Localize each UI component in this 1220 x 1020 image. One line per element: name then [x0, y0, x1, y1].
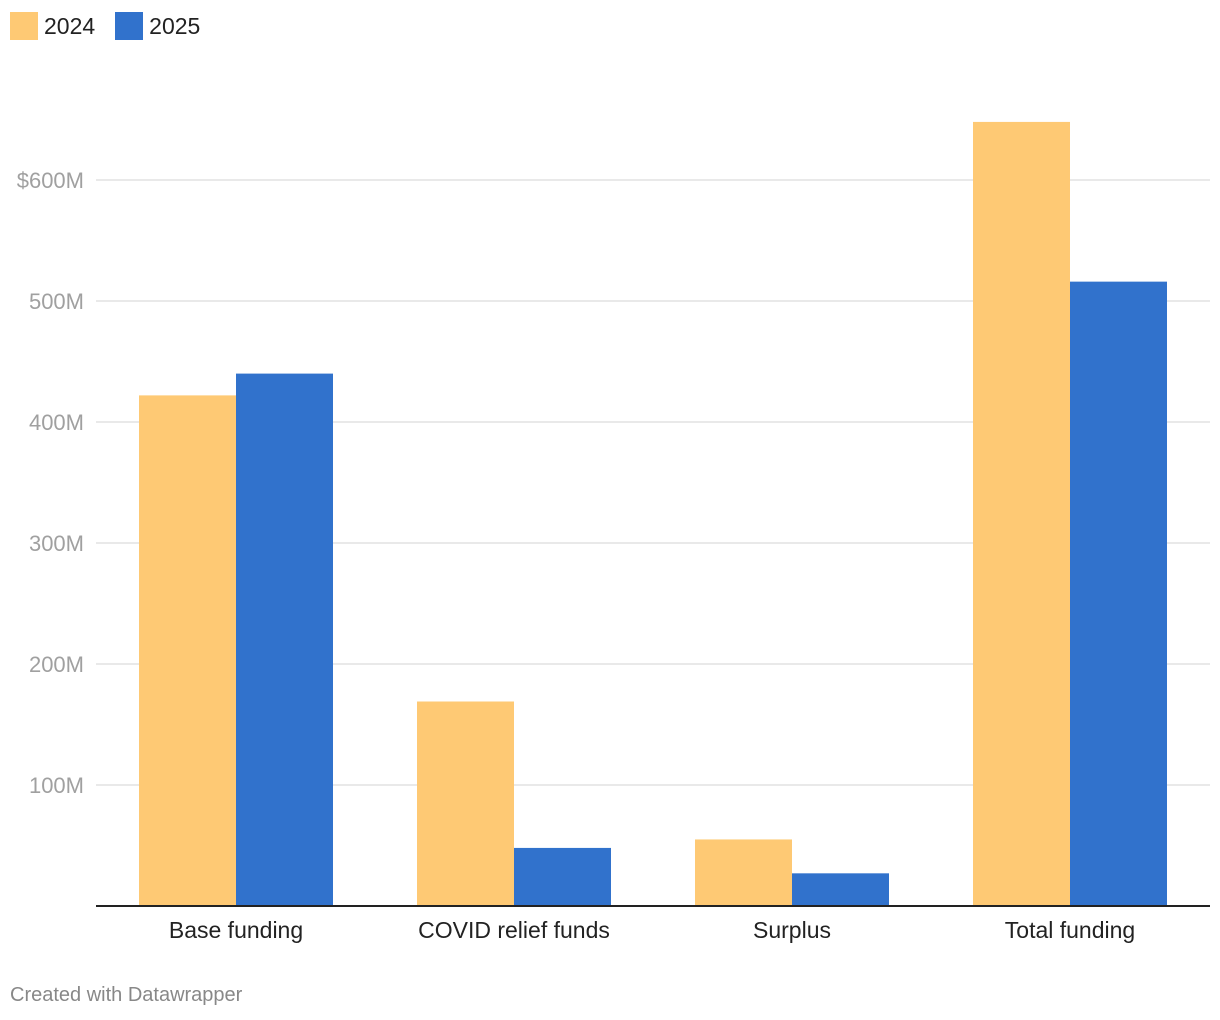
x-tick-label-covid-relief-funds: COVID relief funds — [418, 917, 610, 943]
legend-item-2025: 2025 — [115, 12, 200, 40]
bar-base-funding-2024 — [139, 395, 236, 906]
legend-swatch-2024 — [10, 12, 38, 40]
bar-covid-relief-funds-2024 — [417, 701, 514, 906]
x-tick-label-total-funding: Total funding — [1005, 917, 1135, 943]
bar-surplus-2025 — [792, 873, 889, 906]
legend-label-2024: 2024 — [44, 12, 96, 39]
bar-covid-relief-funds-2025 — [514, 847, 611, 906]
bar-total-funding-2024 — [973, 121, 1070, 907]
credit-text: Created with Datawrapper — [10, 984, 243, 1006]
y-tick-label-400: 400M — [29, 410, 84, 435]
y-tick-label-100: 100M — [29, 773, 84, 798]
legend: 2024 2025 — [10, 12, 220, 40]
legend-label-2025: 2025 — [149, 12, 201, 39]
legend-item-2024: 2024 — [10, 12, 95, 40]
bar-surplus-2024 — [695, 839, 792, 906]
bar-total-funding-2025 — [1070, 281, 1167, 906]
y-tick-label-300: 300M — [29, 531, 84, 556]
y-tick-label-500: 500M — [29, 289, 84, 314]
bar-chart: 100M 200M 300M 400M 500M $600M Base funding COV… — [17, 121, 1210, 943]
x-tick-label-base-funding: Base funding — [169, 917, 303, 943]
y-tick-label-200: 200M — [29, 652, 84, 677]
x-tick-label-surplus: Surplus — [753, 917, 831, 943]
bar-base-funding-2025 — [236, 373, 333, 907]
legend-swatch-2025 — [115, 12, 144, 40]
y-tick-label-600: $600M — [17, 168, 84, 193]
